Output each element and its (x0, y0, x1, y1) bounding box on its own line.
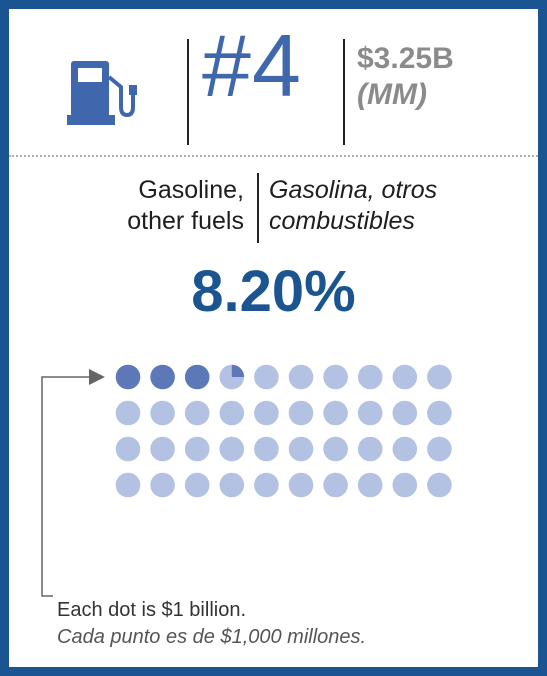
dot-empty (392, 472, 418, 498)
dot-empty (219, 436, 245, 462)
legend-connector-line (41, 376, 100, 597)
dot-empty (323, 472, 348, 498)
dot-empty (427, 400, 452, 426)
category-spanish-line2: combustibles (269, 207, 415, 235)
dot-empty (184, 436, 210, 462)
legend-note-spanish: Cada punto es de $1,000 millones. (57, 626, 367, 648)
dot-empty (323, 400, 348, 426)
dot-partial-fill (231, 364, 245, 377)
dot-empty (219, 400, 245, 426)
category-spanish-line1: Gasolina, otros (269, 176, 438, 204)
dot-empty (357, 472, 383, 498)
arrow-right-icon (89, 369, 105, 385)
dot-empty (357, 436, 383, 462)
legend-note-english: Each dot is $1 billion. (57, 599, 247, 621)
header-divider-left (187, 39, 189, 145)
dot-empty (219, 472, 245, 498)
dot-empty (392, 436, 418, 462)
dot-empty (184, 400, 210, 426)
dot-empty (184, 472, 210, 498)
rank-number: #4 (202, 16, 302, 115)
dot-empty (150, 400, 175, 426)
amount-unit-es: (MM) (357, 78, 427, 111)
dot-empty (288, 472, 314, 498)
category-english-line1: Gasoline, (138, 176, 244, 204)
dot-empty (254, 400, 279, 426)
category-english: Gasoline, other fuels (127, 175, 244, 237)
dot-empty (427, 472, 452, 498)
dot-filled (115, 364, 141, 390)
dot-grid (115, 364, 452, 498)
category-english-line2: other fuels (127, 207, 244, 235)
dot-empty (288, 400, 314, 426)
dot-empty (288, 364, 314, 390)
dot-empty (323, 436, 348, 462)
dot-empty (254, 364, 279, 390)
dot-empty (323, 364, 348, 390)
dot-filled (150, 364, 175, 390)
dot-empty (254, 436, 279, 462)
dot-empty (357, 400, 383, 426)
fuel-pump-icon (67, 61, 137, 125)
dot-empty (115, 400, 141, 426)
category-divider (257, 173, 259, 243)
dot-empty (115, 436, 141, 462)
dot-empty (427, 364, 452, 390)
dot-empty (254, 472, 279, 498)
dotted-divider (9, 155, 538, 157)
dot-empty (150, 436, 175, 462)
header: #4 $3.25B (MM) (9, 9, 538, 155)
dot-empty (392, 400, 418, 426)
amount-value: $3.25B (357, 42, 454, 75)
dot-empty (392, 364, 418, 390)
dot-filled (184, 364, 210, 390)
header-divider-right (343, 39, 345, 145)
category-spanish: Gasolina, otros combustibles (269, 175, 437, 237)
dot-empty (150, 472, 175, 498)
dot-chart (41, 364, 452, 597)
dot-empty (427, 436, 452, 462)
dot-empty (115, 472, 141, 498)
percentage-value: 8.20% (191, 259, 356, 324)
dot-empty (357, 364, 383, 390)
dot-empty (288, 436, 314, 462)
